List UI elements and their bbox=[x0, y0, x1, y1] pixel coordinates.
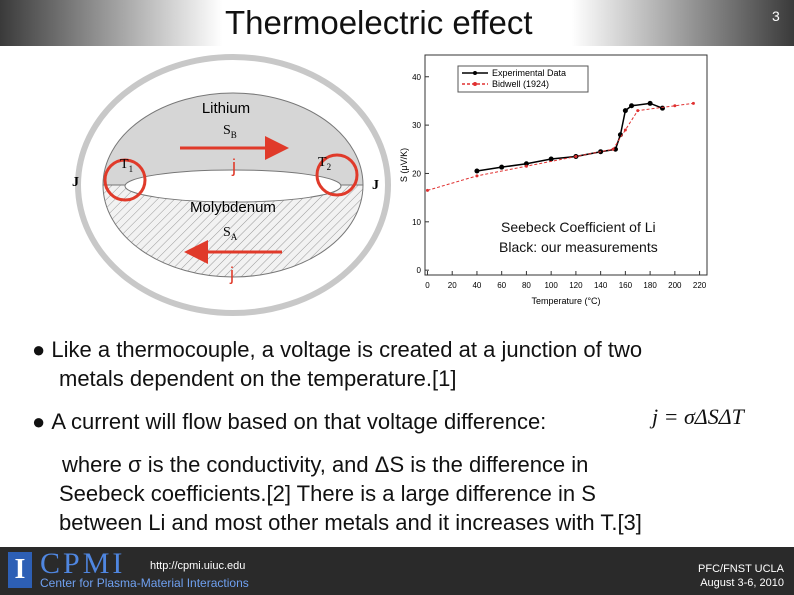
x-tick-label: 40 bbox=[472, 281, 481, 290]
outer-ring bbox=[75, 54, 391, 316]
point bbox=[629, 103, 635, 109]
label: T1 bbox=[120, 157, 133, 174]
bullet: ● A current will flow based on that volt… bbox=[32, 409, 547, 434]
point bbox=[474, 168, 480, 174]
x-axis-label: Temperature (°C) bbox=[531, 296, 600, 306]
label: Lithium bbox=[202, 100, 250, 117]
x-tick-label: 20 bbox=[448, 281, 457, 290]
label: J bbox=[72, 175, 79, 190]
x-tick-label: 100 bbox=[544, 281, 558, 290]
x-tick-label: 180 bbox=[643, 281, 657, 290]
x-tick-label: 140 bbox=[594, 281, 608, 290]
caption: Seebeck Coefficient of Li bbox=[501, 219, 656, 235]
label: J bbox=[372, 178, 379, 193]
y-tick-label: 0 bbox=[417, 266, 422, 275]
subscript: 2 bbox=[327, 162, 332, 172]
caption-bg bbox=[497, 237, 705, 256]
symbol: S bbox=[223, 225, 231, 240]
label: SB bbox=[223, 123, 237, 140]
point bbox=[499, 164, 505, 170]
point bbox=[574, 155, 578, 159]
equation: j = σΔSΔT bbox=[652, 404, 744, 429]
point bbox=[475, 174, 479, 178]
header-bar bbox=[0, 0, 794, 46]
subscript: B bbox=[231, 130, 237, 140]
note: where σ is the conductivity, and ΔS is t… bbox=[62, 452, 589, 477]
point bbox=[611, 147, 615, 151]
x-tick-label: 160 bbox=[619, 281, 633, 290]
url: http://cpmi.uiuc.edu bbox=[150, 560, 246, 572]
logo: CPMI bbox=[40, 547, 126, 580]
subscript: 1 bbox=[129, 164, 134, 174]
center-name: Center for Plasma-Material Interactions bbox=[40, 576, 249, 590]
y-tick-label: 20 bbox=[412, 169, 421, 178]
y-tick-label: 40 bbox=[412, 73, 421, 82]
y-tick-label: 10 bbox=[412, 218, 421, 227]
label: j bbox=[231, 156, 236, 176]
caption-bg bbox=[497, 217, 705, 236]
gap bbox=[124, 169, 342, 203]
caption: Black: our measurements bbox=[499, 239, 658, 255]
x-tick-label: 120 bbox=[569, 281, 583, 290]
title: Thermoelectric effect bbox=[225, 4, 533, 41]
point bbox=[691, 101, 695, 105]
point bbox=[524, 164, 528, 168]
symbol: T bbox=[120, 157, 129, 172]
legend-marker bbox=[473, 82, 477, 86]
legend-label: Experimental Data bbox=[492, 68, 566, 78]
symbol: T bbox=[318, 155, 327, 170]
legend-label: Bidwell (1924) bbox=[492, 79, 549, 89]
footer: I CPMI http://cpmi.uiuc.edu Center for P… bbox=[0, 547, 794, 595]
series-line bbox=[427, 102, 694, 191]
x-tick-label: 0 bbox=[425, 281, 430, 290]
junction-circle bbox=[103, 158, 147, 202]
x-tick-label: 60 bbox=[497, 281, 506, 290]
x-tick-label: 80 bbox=[522, 281, 531, 290]
junction-circle bbox=[315, 153, 359, 197]
point bbox=[425, 188, 429, 192]
x-tick-label: 200 bbox=[668, 281, 682, 290]
label: j bbox=[229, 264, 234, 284]
bullet-cont: metals dependent on the temperature.[1] bbox=[59, 366, 457, 391]
point bbox=[523, 161, 529, 167]
lithium-region bbox=[102, 92, 364, 186]
bullet-text: Like a thermocouple, a voltage is create… bbox=[51, 337, 643, 362]
y-tick-label: 30 bbox=[412, 121, 421, 130]
symbol: S bbox=[223, 123, 231, 138]
point bbox=[659, 105, 665, 111]
bullet-text: A current will flow based on that voltag… bbox=[51, 409, 547, 434]
logo-mark: I bbox=[8, 552, 32, 588]
point bbox=[622, 108, 628, 114]
bullet: ● Like a thermocouple, a voltage is crea… bbox=[32, 337, 643, 362]
plot-frame bbox=[424, 54, 708, 276]
note: between Li and most other metals and it … bbox=[59, 510, 642, 535]
note: Seebeck coefficients.[2] There is a larg… bbox=[59, 481, 596, 506]
legend-box bbox=[457, 65, 589, 93]
point bbox=[636, 109, 640, 113]
legend-marker bbox=[473, 71, 477, 75]
label: SA bbox=[223, 225, 238, 242]
x-tick-label: 220 bbox=[693, 281, 707, 290]
subscript: A bbox=[231, 232, 238, 242]
molybdenum-region bbox=[102, 184, 364, 278]
point bbox=[548, 156, 554, 162]
event: PFC/FNST UCLA bbox=[698, 563, 784, 575]
series-line bbox=[476, 102, 663, 172]
dates: August 3-6, 2010 bbox=[700, 577, 784, 589]
point bbox=[647, 100, 653, 106]
page-number: 3 bbox=[772, 8, 780, 24]
y-axis-label: S (μV/K) bbox=[399, 148, 409, 182]
point bbox=[623, 128, 627, 132]
label: T2 bbox=[318, 155, 331, 172]
point bbox=[673, 104, 677, 108]
label: Molybdenum bbox=[190, 199, 276, 216]
